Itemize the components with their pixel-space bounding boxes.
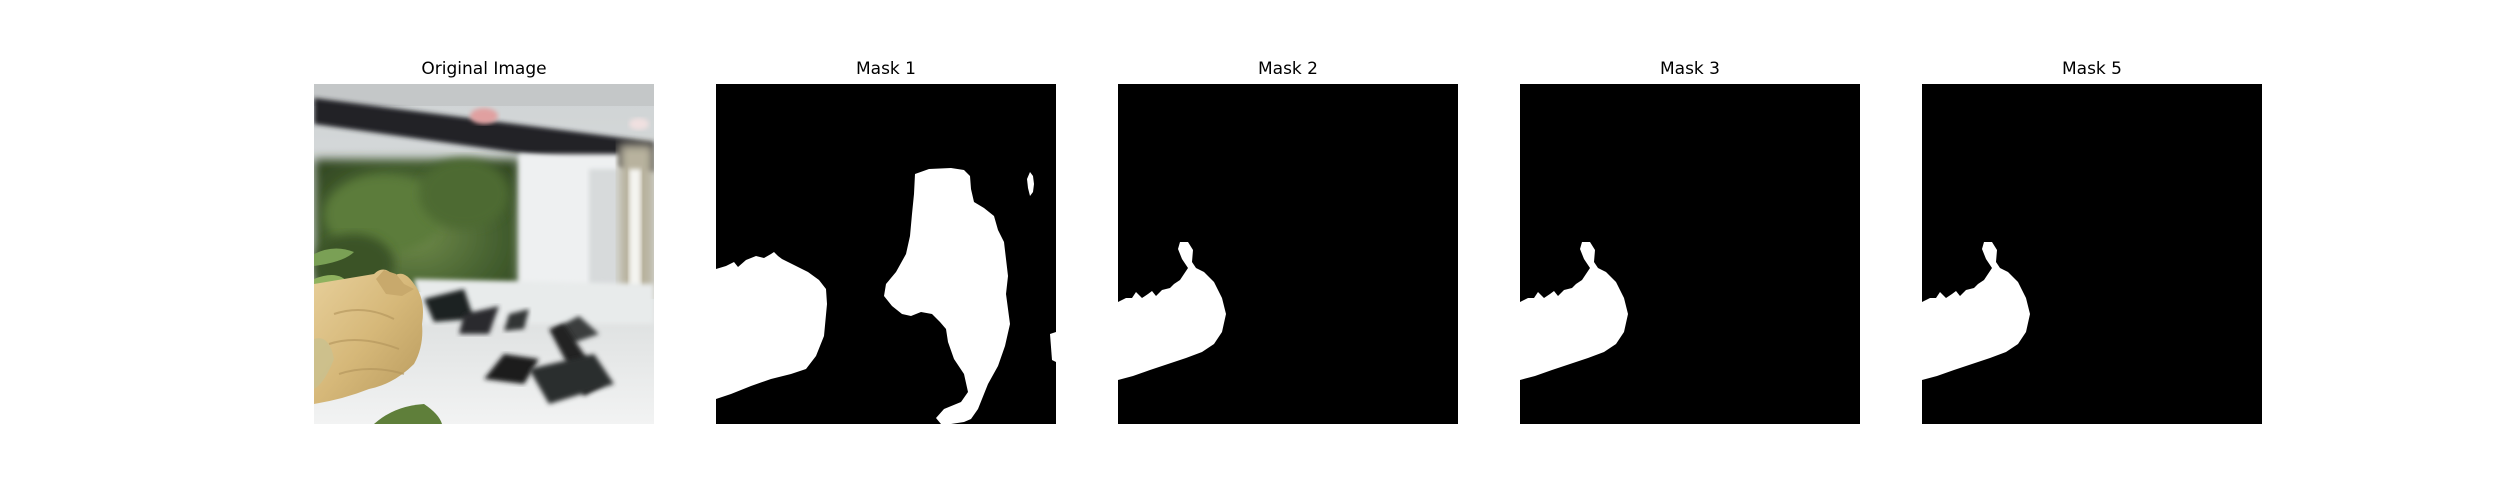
mask-5-image: [1922, 84, 2262, 424]
mask-1-image: [716, 84, 1056, 424]
original-image: [314, 84, 654, 424]
panel-mask-5: Mask 5: [1922, 0, 2262, 500]
panel-title: Mask 5: [2061, 59, 2122, 79]
panel-mask-1: Mask 1: [716, 0, 1056, 500]
panel-mask-2: Mask 2: [1118, 0, 1458, 500]
panel-title: Mask 2: [1257, 59, 1318, 79]
mask-2-image: [1118, 84, 1458, 424]
panel-title: Original Image: [421, 59, 547, 79]
panel-original-image: Original Image: [314, 0, 654, 500]
mask-3-image: [1520, 84, 1860, 424]
panel-title: Mask 3: [1659, 59, 1720, 79]
panel-mask-3: Mask 3: [1520, 0, 1860, 500]
panel-title: Mask 1: [855, 59, 916, 79]
